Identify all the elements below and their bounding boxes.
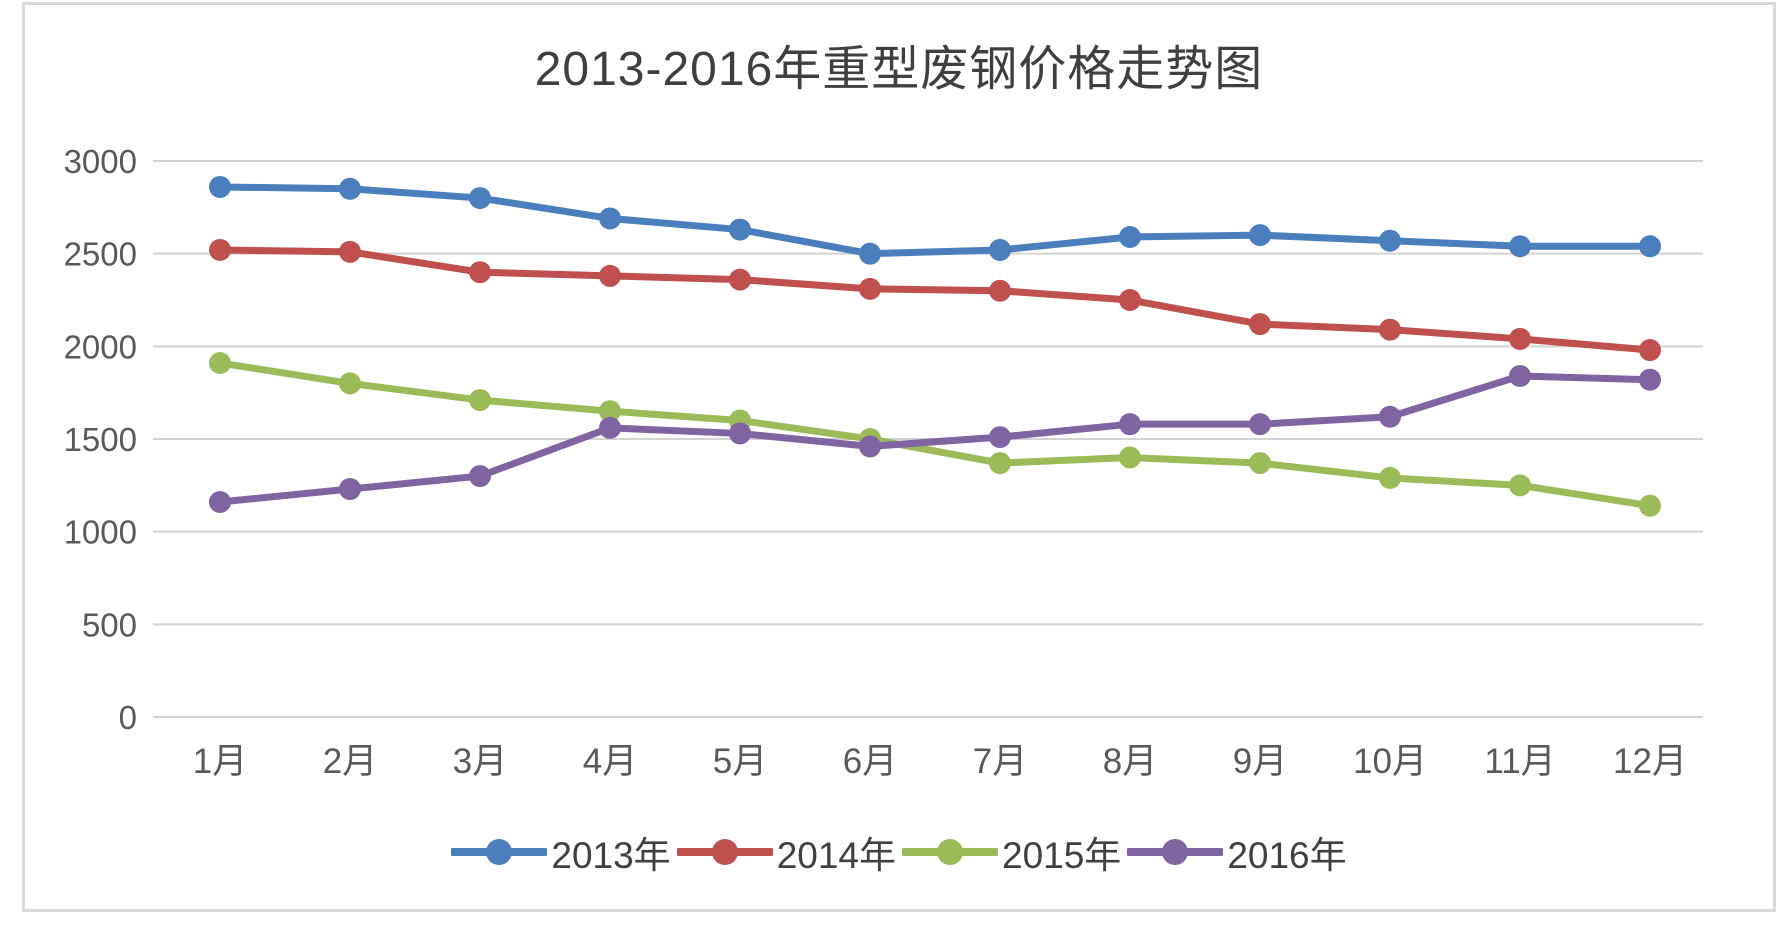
data-point-2015年-2月 [339, 372, 361, 395]
data-point-2014年-1月 [209, 238, 231, 261]
data-point-2015年-4月 [599, 400, 621, 423]
data-point-2014年-3月 [469, 261, 491, 284]
y-axis-tick-label: 2000 [64, 328, 137, 365]
line-plot: 0 500 1000 1500 2000 2500 3000 1月 2月 3月 4月 5月 6月 7月 8月… [64, 143, 1703, 781]
data-point-2015年-11月 [1509, 474, 1531, 497]
data-point-2013年-8月 [1119, 225, 1141, 248]
chart-title: 2013-2016年重型废钢价格走势图 [534, 43, 1264, 96]
data-point-2015年-9月 [1249, 452, 1271, 475]
data-point-2014年-9月 [1249, 313, 1271, 336]
x-axis-label-4: 4月 [583, 742, 637, 781]
series-line-2015年 [216, 359, 1654, 510]
x-axis-label-10: 10月 [1353, 742, 1427, 781]
y-axis-tick-label: 3000 [64, 143, 137, 180]
data-point-2013年-6月 [859, 242, 881, 265]
legend-item-2013年: 2013年 [451, 825, 671, 879]
data-point-2016年-1月 [209, 491, 231, 514]
data-point-2016年-9月 [1249, 413, 1271, 436]
legend-item-2014年: 2014年 [676, 825, 896, 879]
data-point-2014年-8月 [1119, 289, 1141, 311]
x-axis-label-2: 2月 [323, 742, 377, 781]
legend-item-2015年: 2015年 [902, 825, 1121, 879]
legend-label: 2014年 [776, 835, 896, 876]
data-point-2016年-4月 [599, 416, 621, 439]
x-axis-label-1: 1月 [193, 742, 247, 781]
y-axis-tick-label: 500 [82, 606, 137, 643]
series-line-2013年 [216, 183, 1654, 258]
data-point-2014年-2月 [339, 240, 361, 263]
data-point-2015年-7月 [989, 452, 1011, 475]
legend-label: 2013年 [551, 835, 671, 876]
data-point-2014年-7月 [989, 279, 1011, 302]
data-point-2013年-10月 [1379, 229, 1401, 252]
data-point-2015年-10月 [1379, 466, 1401, 489]
y-axis-tick-label: 1500 [64, 421, 137, 458]
data-point-2016年-12月 [1639, 368, 1661, 391]
x-axis-label-8: 8月 [1103, 742, 1157, 781]
data-point-2015年-1月 [209, 352, 231, 375]
x-axis-label-6: 6月 [843, 742, 897, 781]
legend-item-2016年: 2016年 [1127, 825, 1347, 879]
series-line-2016年 [216, 372, 1654, 506]
series-line-2014年 [216, 246, 1654, 354]
data-point-2014年-12月 [1639, 339, 1661, 362]
y-axis-tick-label: 2500 [64, 236, 137, 273]
data-point-2015年-3月 [469, 389, 491, 412]
data-point-2014年-4月 [599, 264, 621, 287]
x-axis-label-5: 5月 [713, 742, 767, 781]
data-point-2016年-5月 [729, 422, 751, 445]
data-point-2016年-11月 [1509, 364, 1531, 387]
chart-legend: 2013年 2014年 2015年 2016年 [25, 825, 1773, 879]
x-axis-label-3: 3月 [453, 742, 507, 781]
data-point-2014年-6月 [859, 277, 881, 300]
data-point-2014年-10月 [1379, 318, 1401, 341]
data-point-2013年-9月 [1249, 224, 1271, 247]
data-point-2013年-2月 [339, 177, 361, 200]
legend-label: 2016年 [1227, 835, 1347, 876]
legend-marker-icon [676, 839, 773, 865]
chart-frame: 0 500 1000 1500 2000 2500 3000 1月 2月 3月 4月 5月 6月 7月 8月… [22, 2, 1776, 912]
data-point-2013年-1月 [209, 175, 231, 198]
data-point-2014年-5月 [729, 268, 751, 291]
legend-marker-icon [451, 839, 548, 865]
data-point-2016年-7月 [989, 426, 1011, 449]
data-point-2013年-11月 [1509, 235, 1531, 258]
data-point-2016年-2月 [339, 478, 361, 501]
x-axis-label-9: 9月 [1233, 742, 1287, 781]
data-point-2015年-8月 [1119, 446, 1141, 469]
x-axis-label-7: 7月 [973, 742, 1027, 781]
data-point-2013年-4月 [599, 207, 621, 230]
data-point-2016年-3月 [469, 465, 491, 488]
data-point-2013年-3月 [469, 187, 491, 210]
x-axis-label-12: 12月 [1613, 742, 1687, 781]
legend-marker-icon [1127, 839, 1224, 865]
data-point-2014年-11月 [1509, 327, 1531, 350]
data-point-2013年-5月 [729, 218, 751, 241]
data-point-2016年-6月 [859, 435, 881, 458]
legend-marker-icon [902, 839, 998, 865]
legend-label: 2015年 [1002, 835, 1122, 876]
data-point-2013年-7月 [989, 238, 1011, 261]
data-point-2015年-12月 [1639, 494, 1661, 517]
data-point-2016年-8月 [1119, 413, 1141, 436]
data-point-2016年-10月 [1379, 405, 1401, 428]
x-axis-label-11: 11月 [1484, 742, 1555, 781]
y-axis-tick-label: 1000 [64, 514, 137, 551]
y-axis-tick-label: 0 [119, 699, 137, 736]
data-point-2013年-12月 [1639, 235, 1661, 258]
